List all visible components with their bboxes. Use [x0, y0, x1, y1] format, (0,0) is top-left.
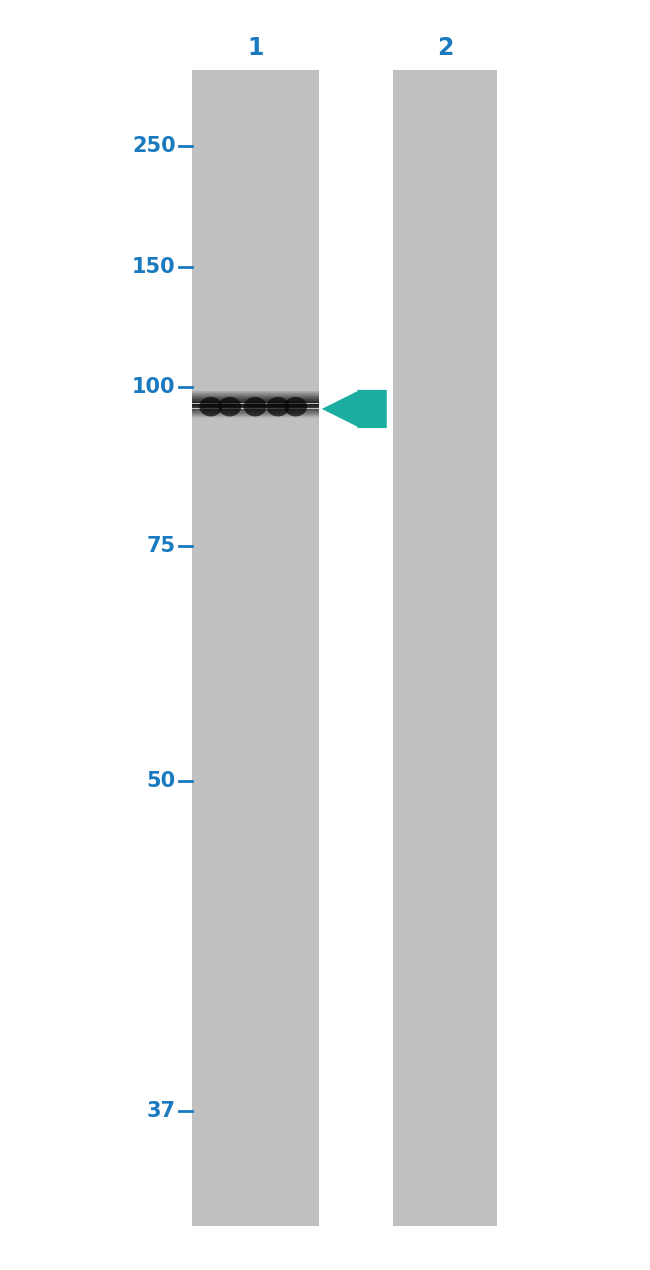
Bar: [393, 70, 497, 1226]
Ellipse shape: [284, 396, 307, 417]
Ellipse shape: [218, 396, 241, 417]
Ellipse shape: [266, 396, 289, 417]
Ellipse shape: [200, 396, 222, 417]
Text: 1: 1: [247, 37, 264, 60]
Text: 37: 37: [146, 1101, 176, 1121]
Bar: [192, 70, 318, 1226]
FancyArrow shape: [322, 390, 387, 428]
Text: 250: 250: [132, 136, 176, 156]
Text: 150: 150: [132, 257, 176, 277]
Text: 75: 75: [146, 536, 176, 556]
Ellipse shape: [244, 396, 266, 417]
Text: 100: 100: [132, 377, 176, 398]
Text: 2: 2: [437, 37, 454, 60]
Text: 50: 50: [146, 771, 176, 791]
